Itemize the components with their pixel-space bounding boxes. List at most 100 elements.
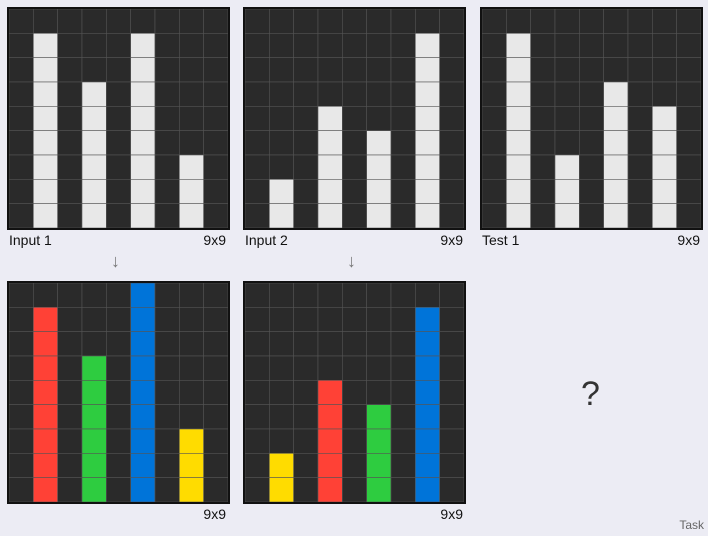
grid-cell [342, 179, 367, 204]
grid-cell [154, 154, 180, 180]
grid-cell [33, 203, 58, 228]
grid-cell [9, 283, 34, 308]
grid-cell [130, 9, 156, 34]
grid-cell [203, 9, 228, 34]
grid-cell [482, 81, 507, 107]
grid-cell [554, 9, 580, 34]
grid-cell [245, 106, 270, 131]
grid-cell [482, 154, 507, 180]
grid-cell [415, 453, 440, 478]
grid-cell [579, 130, 604, 156]
grid-cell [676, 81, 701, 107]
grid-cell [390, 404, 416, 430]
grid-cell [366, 81, 392, 107]
grid-cell [317, 307, 343, 332]
grid-cell [627, 154, 653, 180]
grid-cell [245, 428, 270, 454]
grid-cell [33, 428, 58, 454]
grid-cell [57, 9, 83, 34]
grid-cell [317, 331, 343, 357]
grid-cell [482, 106, 507, 131]
grid-cell [81, 130, 107, 156]
grid-cell [269, 283, 294, 308]
grid-cell [317, 33, 343, 58]
grid-cell [627, 130, 653, 156]
grid-cell [415, 154, 440, 180]
grid-cell [203, 331, 228, 357]
grid-cell [415, 331, 440, 357]
grid-cell [317, 404, 343, 430]
grid-cell [106, 453, 131, 478]
grid-cell [482, 179, 507, 204]
grid-cell [293, 380, 319, 405]
grid-cell [130, 33, 156, 58]
grid-cell [269, 307, 294, 332]
grid-cell [342, 33, 367, 58]
grid-cell [130, 179, 156, 204]
grid-cell [154, 283, 180, 308]
grid-cell [390, 331, 416, 357]
grid-cell [439, 203, 464, 228]
grid-cell [603, 81, 629, 107]
grid-cell [415, 404, 440, 430]
grid-cell [342, 477, 367, 502]
grid-cell [293, 283, 319, 308]
grid-cell [415, 81, 440, 107]
grid-cell [530, 154, 556, 180]
grid-cell [203, 307, 228, 332]
grid-cell [106, 33, 131, 58]
grid-cell [293, 203, 319, 228]
grid-cell [652, 106, 677, 131]
grid-cell [554, 179, 580, 204]
grid-cell [482, 57, 507, 83]
grid-cell [603, 203, 629, 228]
grid-cell [627, 57, 653, 83]
grid-cell [33, 283, 58, 308]
grid-cell [579, 33, 604, 58]
grid-cell [554, 106, 580, 131]
grid-cell [415, 355, 440, 381]
grid-cell [676, 57, 701, 83]
grid-cell [33, 331, 58, 357]
grid-cell [203, 130, 228, 156]
grid-cell [57, 203, 83, 228]
grid-cell [366, 355, 392, 381]
grid-cell [317, 477, 343, 502]
grid-cell [106, 81, 131, 107]
grid-cell [269, 57, 294, 83]
grid-cell [9, 33, 34, 58]
grid-cell [245, 9, 270, 34]
grid-cell [269, 453, 294, 478]
grid-cell [293, 154, 319, 180]
grid-cell [33, 355, 58, 381]
grid-cell [130, 154, 156, 180]
grid-cell [269, 380, 294, 405]
grid-cell [81, 154, 107, 180]
grid-cell [603, 179, 629, 204]
grid-cell [203, 404, 228, 430]
grid-cell [506, 106, 531, 131]
grid-cell [245, 81, 270, 107]
grid-cell [57, 428, 83, 454]
grid-cell [652, 179, 677, 204]
grid-cell [269, 428, 294, 454]
grid-cell [579, 154, 604, 180]
grid-cell [366, 57, 392, 83]
grid-cell [9, 154, 34, 180]
grid-cell [269, 179, 294, 204]
grid-cell [603, 33, 629, 58]
grid-cell [33, 477, 58, 502]
grid-cell [439, 477, 464, 502]
grid-cell [317, 355, 343, 381]
grid-cell [57, 453, 83, 478]
grid-cell [81, 477, 107, 502]
test-1-label: Test 1 [482, 232, 520, 248]
grid-cell [130, 380, 156, 405]
grid-cell [530, 106, 556, 131]
grid-cell [439, 33, 464, 58]
grid-cell [390, 283, 416, 308]
grid-cell [439, 428, 464, 454]
grid-cell [390, 380, 416, 405]
grid-cell [390, 355, 416, 381]
grid-cell [530, 33, 556, 58]
